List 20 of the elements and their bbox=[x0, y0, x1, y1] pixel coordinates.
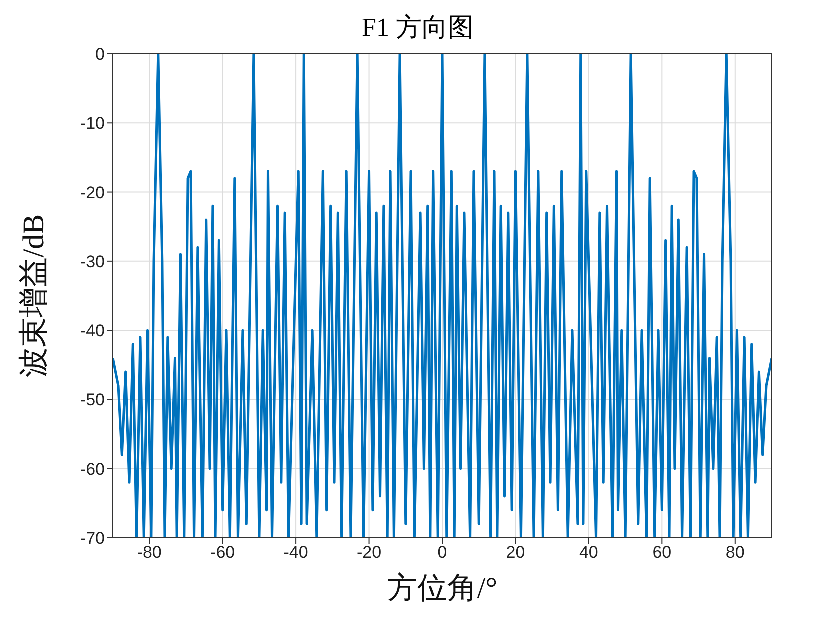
x-tick-label: -40 bbox=[284, 543, 308, 562]
x-tick-label: -60 bbox=[210, 543, 236, 562]
chart-title: F1 方向图 bbox=[362, 13, 474, 42]
y-tick-label: -30 bbox=[80, 252, 105, 272]
y-tick-label: -20 bbox=[80, 183, 105, 202]
x-tick-label: 40 bbox=[579, 543, 598, 562]
y-tick-label: -50 bbox=[80, 390, 105, 410]
x-tick-label: 20 bbox=[506, 543, 526, 562]
x-tick-label: 80 bbox=[726, 543, 745, 562]
y-tick-label: -40 bbox=[80, 322, 105, 341]
x-tick-label: 60 bbox=[652, 543, 672, 562]
x-axis-title: 方位角/° bbox=[387, 572, 498, 605]
y-tick-label: -60 bbox=[80, 460, 105, 479]
x-tick-label: -80 bbox=[137, 543, 162, 562]
y-axis-title: 波束增益/dB bbox=[18, 214, 51, 378]
y-tick-label: -10 bbox=[80, 114, 105, 134]
y-tick-label: 0 bbox=[96, 45, 105, 64]
x-tick-label: 0 bbox=[438, 543, 448, 562]
y-tick-label: -70 bbox=[80, 529, 105, 548]
x-tick-label: -20 bbox=[356, 543, 382, 562]
